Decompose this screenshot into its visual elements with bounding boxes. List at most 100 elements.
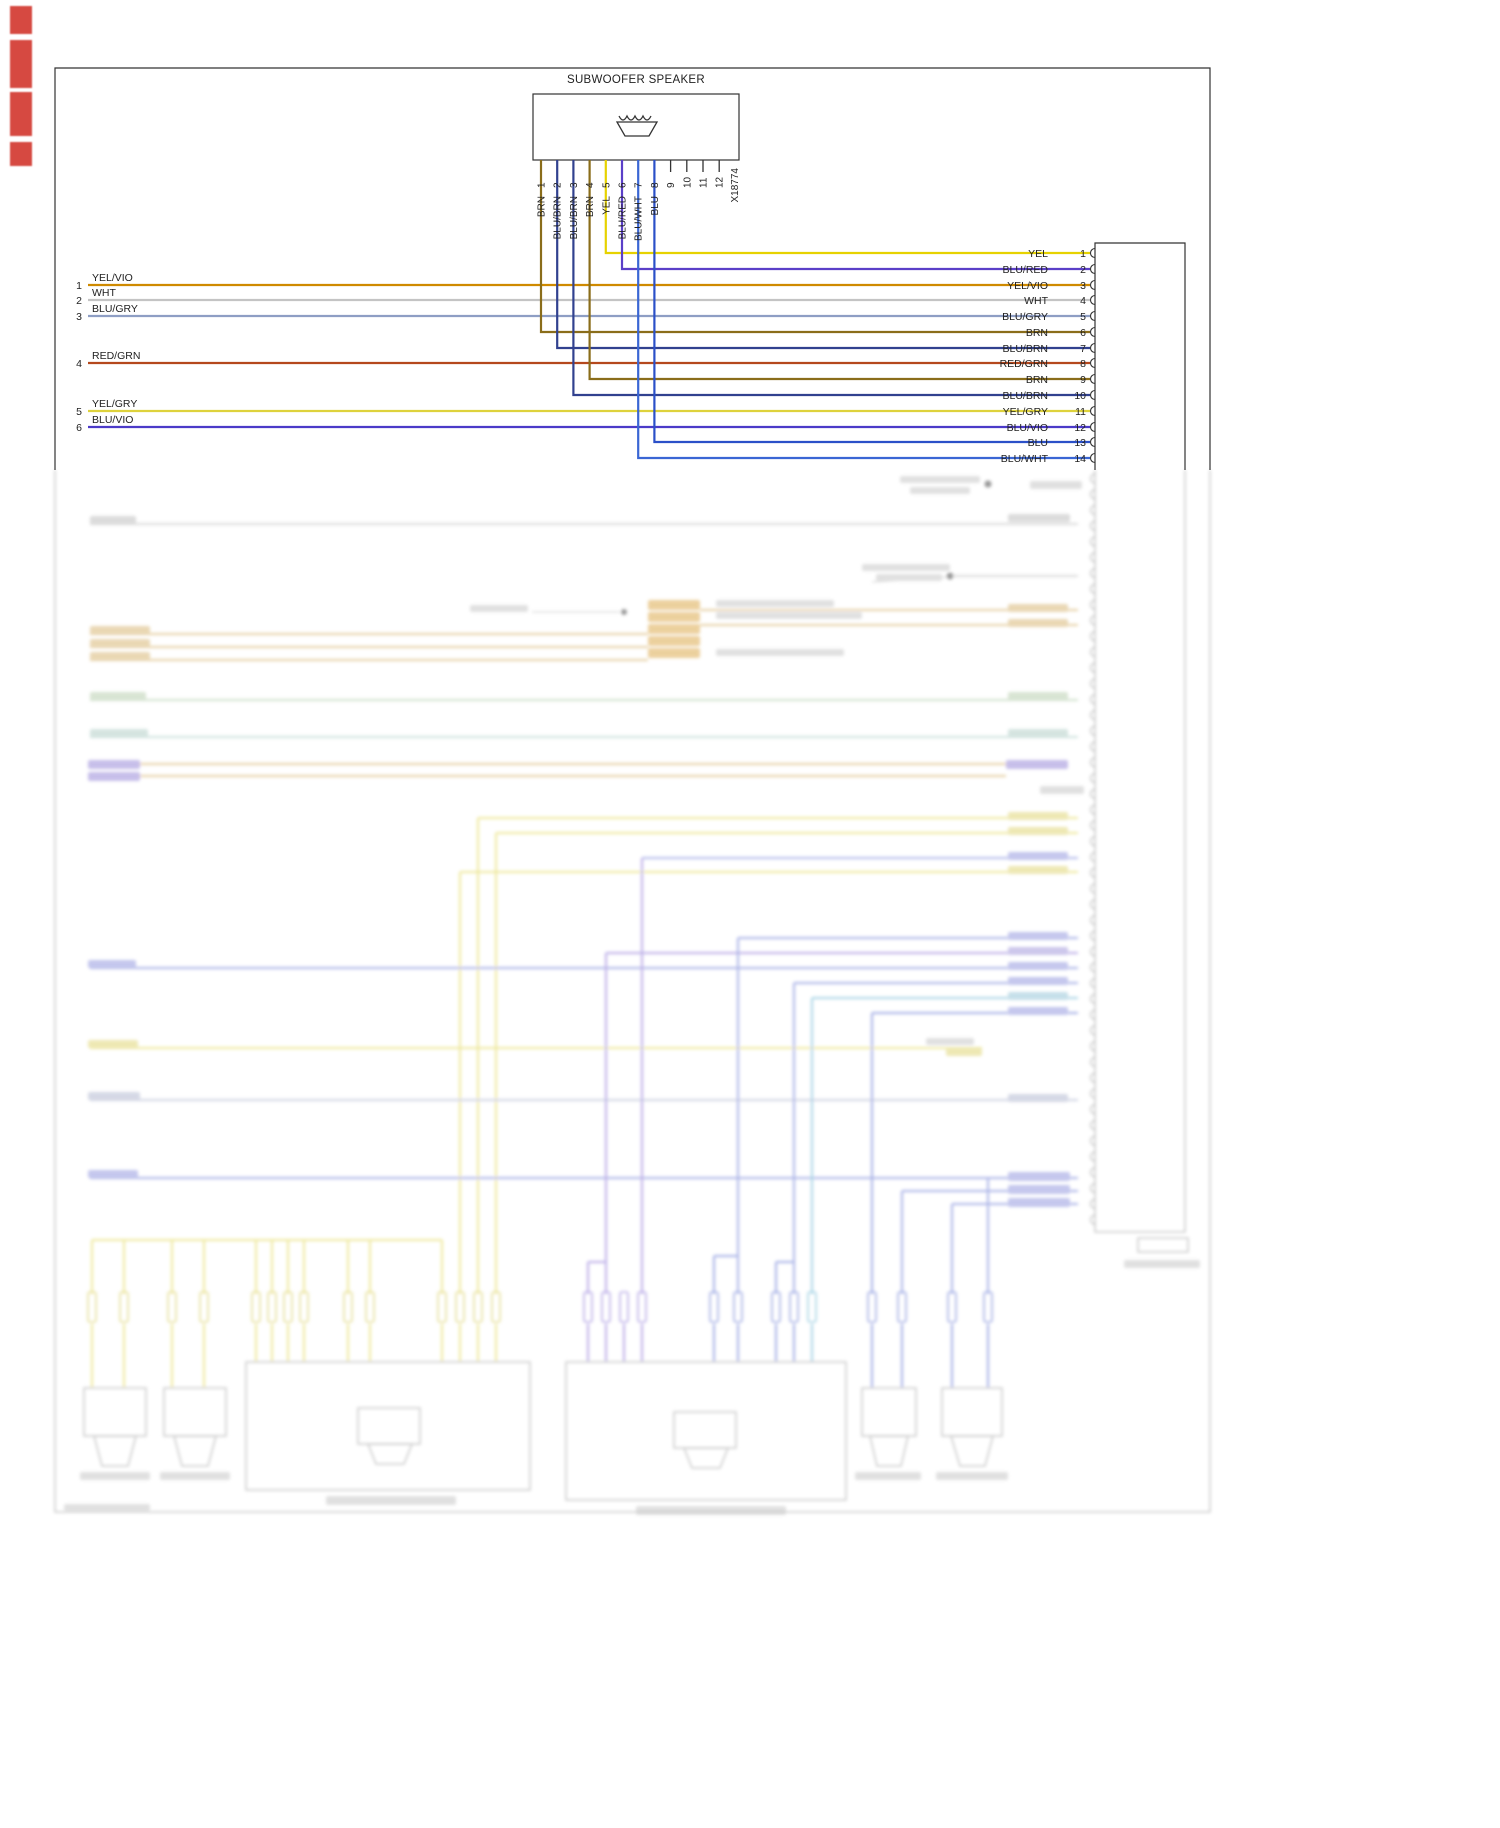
wire	[637, 160, 1090, 460]
faded-pin-tick	[119, 1291, 129, 1323]
branch-number: 2	[76, 295, 82, 307]
faded-text-blob	[90, 639, 150, 647]
faded-pin-socket	[1090, 1009, 1096, 1020]
faded-text-blob	[1008, 1007, 1068, 1015]
faded-pin-socket	[1090, 583, 1096, 594]
faded-pin-tick	[455, 1291, 465, 1323]
faded-connector-box	[245, 1361, 531, 1491]
subwoofer-pin-number: 11	[699, 177, 710, 188]
faded-pin-socket	[1090, 836, 1096, 847]
faded-pin-socket	[1090, 946, 1096, 957]
branch-wire-label: YEL/GRY	[92, 398, 137, 410]
faded-text-blob	[470, 605, 528, 612]
faded-pin-tick	[267, 1291, 277, 1323]
faded-pin-tick	[733, 1291, 743, 1323]
connector-pin-number: 9	[1080, 374, 1086, 386]
faded-pin-socket	[1090, 599, 1096, 610]
connector-pin-socket	[1089, 294, 1096, 306]
faded-pin-socket	[1090, 725, 1096, 736]
right-connector-box	[1094, 242, 1186, 470]
subwoofer-pin-number: 7	[634, 182, 645, 188]
faded-pin-socket	[1090, 915, 1096, 926]
faded-pin-tick	[807, 1291, 817, 1323]
subwoofer-pin-number: 4	[585, 182, 596, 188]
faded-text-blob	[80, 1472, 150, 1480]
connector-pin-wire-label: BLU/BRN	[1002, 343, 1048, 355]
connector-pin-number: 6	[1080, 327, 1086, 339]
faded-text-blob	[1008, 692, 1068, 700]
faded-text-blob	[648, 624, 700, 634]
connector-pin-socket	[1089, 389, 1096, 401]
connector-pin-number: 8	[1080, 358, 1086, 370]
faded-text-blob	[636, 1506, 786, 1515]
faded-pin-socket	[1090, 552, 1096, 563]
connector-pin-number: 3	[1080, 280, 1086, 292]
faded-text-blob	[1008, 729, 1068, 737]
faded-pin-tick	[619, 1291, 629, 1323]
faded-pin-socket	[1090, 1057, 1096, 1067]
faded-pin-tick	[87, 1291, 97, 1323]
scan-artifact	[10, 142, 32, 166]
faded-pin-socket	[1090, 930, 1096, 941]
faded-pin-tick	[897, 1291, 907, 1323]
faded-text-blob	[1008, 866, 1068, 874]
connector-pin-wire-label: RED/GRN	[1000, 358, 1048, 370]
faded-pin-tick	[709, 1291, 719, 1323]
faded-text-blob	[1008, 1094, 1068, 1102]
subwoofer-wire-label: BRN	[585, 196, 596, 217]
faded-text-blob	[90, 652, 150, 660]
faded-pin-tick	[771, 1291, 781, 1323]
faded-pin-tick	[437, 1291, 447, 1323]
faded-text-blob	[648, 648, 700, 658]
faded-text-blob	[1030, 481, 1082, 489]
subwoofer-pin-number: 2	[553, 182, 564, 188]
faded-pin-socket	[1090, 1198, 1096, 1209]
faded-pin-socket	[1090, 1135, 1096, 1146]
faded-pin-tick	[491, 1291, 501, 1323]
faded-text-blob	[1008, 992, 1068, 1000]
faded-text-blob	[160, 1472, 230, 1480]
speaker-cone	[615, 121, 659, 137]
faded-pin-socket	[1090, 757, 1096, 768]
faded-pin-socket	[1090, 615, 1096, 626]
faded-pin-socket	[1090, 1088, 1096, 1099]
faded-text-blob	[716, 600, 834, 607]
faded-text-blob	[648, 612, 700, 622]
faded-pin-tick	[637, 1291, 647, 1323]
faded-text-blob	[326, 1496, 456, 1505]
faded-text-blob	[1008, 514, 1070, 522]
faded-pin-tick	[199, 1291, 209, 1323]
faded-pin-socket	[1090, 820, 1096, 831]
faded-pin-socket	[1090, 710, 1096, 720]
subwoofer-wire-label: YEL	[601, 196, 612, 215]
speaker-coil	[618, 114, 652, 121]
faded-text-blob	[862, 564, 950, 571]
subwoofer-title: SUBWOOFER SPEAKER	[566, 74, 705, 86]
faded-pin-tick	[365, 1291, 375, 1323]
faded-pin-tick	[789, 1291, 799, 1323]
faded-connector-plug	[869, 1435, 909, 1467]
faded-text-blob	[1008, 604, 1068, 612]
connector-pin-socket	[1089, 405, 1096, 417]
faded-text-blob	[90, 626, 150, 634]
connector-pin-wire-label: BRN	[1026, 327, 1048, 339]
faded-pin-socket	[1090, 804, 1096, 815]
faded-text-blob	[1124, 1260, 1200, 1268]
faded-pin-socket	[1090, 678, 1096, 689]
connector-pin-socket	[1089, 421, 1096, 433]
faded-pin-socket	[1090, 852, 1096, 862]
connector-pin-wire-label: BLU/VIO	[1007, 422, 1048, 434]
faded-pin-tick	[473, 1291, 483, 1323]
faded-text-blob	[946, 1048, 982, 1056]
faded-text-blob	[88, 1040, 138, 1048]
faded-text-blob	[876, 574, 942, 581]
faded-text-blob	[900, 476, 980, 483]
subwoofer-pin-number: 12	[715, 176, 726, 188]
connector-pin-wire-label: BRN	[1026, 374, 1048, 386]
faded-text-blob	[926, 1038, 974, 1045]
faded-pin-tick	[283, 1291, 293, 1323]
faded-text-blob	[1008, 852, 1068, 860]
faded-text-blob	[855, 1472, 921, 1480]
junction-dot	[621, 609, 627, 615]
